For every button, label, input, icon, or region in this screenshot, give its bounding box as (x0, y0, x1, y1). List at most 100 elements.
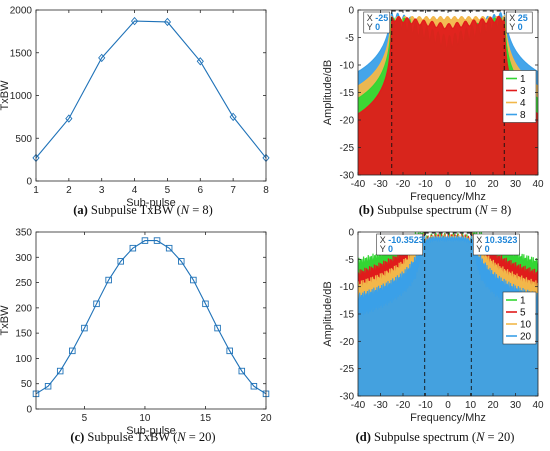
datatip-box (363, 11, 391, 34)
y-tick-label: 2000 (10, 6, 33, 17)
x-tick-label: 0 (445, 400, 451, 411)
x-tick-label: 5 (82, 413, 88, 424)
datatip-y: Y 0 (380, 244, 393, 254)
data-point-marker (93, 300, 100, 308)
y-tick-label: 50 (21, 379, 33, 390)
series-group (358, 232, 538, 396)
datatip: X -25Y 0 (363, 11, 391, 34)
x-tick-label: 40 (532, 400, 544, 411)
x-tick-label: 6 (198, 185, 204, 196)
caption-letter: (a) (73, 203, 88, 217)
caption-var: N (180, 203, 190, 217)
panel-caption: (d) Subpulse spectrum (N = 20) (356, 430, 515, 444)
datatip-y-label: Y (367, 22, 375, 32)
caption-letter: (b) (359, 203, 374, 217)
data-point-marker (165, 244, 173, 252)
legend-label-5: 5 (520, 308, 526, 319)
y-axis-label: TxBW (0, 305, 11, 336)
series-line-10 (358, 232, 538, 305)
plot-area (36, 10, 266, 181)
x-tick-label: 4 (132, 185, 138, 196)
datatip-x: X -25 (367, 13, 389, 23)
series-line (35, 20, 267, 159)
datatip-y-label: Y (476, 244, 484, 254)
x-tick-label: -40 (351, 400, 366, 411)
y-tick-label: -10 (340, 61, 355, 72)
caption-text: Subpulse spectrum ( (374, 203, 479, 217)
caption-var: N (478, 203, 488, 217)
x-tick-label: -30 (373, 179, 388, 190)
x-tick-label: 30 (510, 400, 522, 411)
x-tick-label: -20 (396, 400, 411, 411)
legend-label-1: 1 (520, 74, 526, 85)
caption-text: Subpulse TxBW ( (84, 430, 177, 444)
x-axis-label: Frequency/Mhz (410, 191, 486, 203)
x-axis-label: Sub-pulse (126, 197, 176, 209)
data-point-marker (214, 324, 221, 332)
data-point-marker (98, 53, 106, 63)
data-point-marker (196, 57, 204, 66)
datatip-box (505, 11, 533, 34)
caption-var: N (176, 430, 186, 444)
x-tick-label: -30 (373, 400, 388, 411)
chart-panel-c: 5 10 15 20050100150200250300350Sub-pulseTxB… (0, 228, 272, 445)
datatip-y: Y 0 (476, 244, 489, 254)
caption-var: N (475, 430, 485, 444)
legend-label-8: 8 (520, 110, 526, 121)
data-point-marker (238, 367, 246, 375)
datatip-x: X 25 (509, 13, 528, 23)
y-tick-label: 1000 (10, 91, 33, 102)
series-line-3 (358, 15, 538, 115)
datatip-y-label: Y (380, 244, 388, 254)
y-axis-label: Amplitude/dB (322, 281, 334, 346)
axes-box (35, 231, 267, 410)
y-tick-label: -20 (340, 116, 355, 127)
x-tick-label: 2 (66, 185, 72, 196)
legend-label-4: 4 (520, 98, 526, 109)
datatip-x-label: X (367, 13, 376, 23)
series-group (358, 11, 538, 175)
datatip-x-label: X (509, 13, 518, 23)
x-tick-label: -10 (418, 400, 433, 411)
x-tick-label: 0 (445, 179, 451, 190)
legend-label-3: 3 (520, 86, 526, 97)
datatip-x: X -10.3523 (380, 235, 424, 245)
datatip-y: Y 0 (509, 22, 522, 32)
data-point-marker (190, 276, 197, 284)
x-tick-label: 7 (230, 185, 236, 196)
x-tick-label: 10 (465, 400, 477, 411)
data-point-marker (69, 347, 76, 355)
panel-caption: (b) Subpulse spectrum (N = 8) (359, 203, 512, 217)
datatip-box (376, 233, 424, 256)
caption-letter: (d) (356, 430, 371, 444)
y-tick-label: 500 (15, 134, 32, 145)
series-line (35, 240, 267, 395)
data-point-marker (163, 17, 172, 27)
data-point-marker (105, 276, 112, 284)
datatip-x-value: 25 (518, 13, 528, 23)
y-tick-label: -5 (345, 255, 354, 266)
y-tick-label: 0 (348, 6, 354, 17)
y-tick-label: -30 (340, 392, 355, 403)
datatip-x: X 10.3523 (476, 235, 517, 245)
x-tick-label: 10 (139, 413, 151, 424)
data-point-marker (178, 258, 185, 265)
datatip-y-value: 0 (388, 244, 393, 254)
x-tick-label: 20 (260, 413, 272, 424)
data-point-marker (44, 382, 52, 390)
data-point-marker (130, 16, 139, 26)
x-tick-label: -40 (351, 179, 366, 190)
x-tick-label: 5 (165, 185, 171, 196)
datatip-y-value: 0 (485, 244, 490, 254)
caption-text: Subpulse TxBW ( (88, 203, 181, 217)
data-point-marker (117, 258, 124, 265)
data-point-marker (250, 382, 258, 390)
plot-area (36, 232, 266, 409)
data-point-marker (153, 237, 161, 244)
y-tick-label: -10 (340, 282, 355, 293)
